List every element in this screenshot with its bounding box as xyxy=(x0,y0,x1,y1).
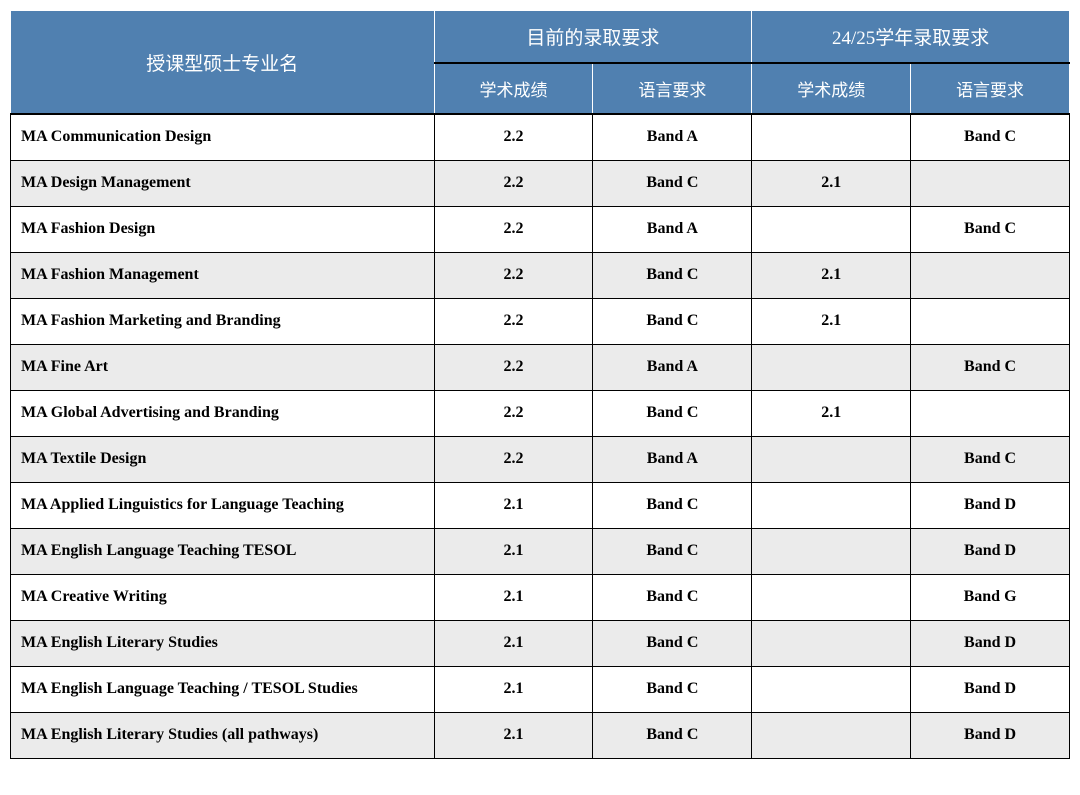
cell-new-academic xyxy=(752,206,911,252)
cell-current-language: Band C xyxy=(593,620,752,666)
table-row: MA English Literary Studies2.1Band C Band… xyxy=(11,620,1070,666)
cell-new-academic xyxy=(752,620,911,666)
table-row: MA Creative Writing2.1Band C Band G xyxy=(11,574,1070,620)
header-new-group: 24/25学年录取要求 xyxy=(752,11,1070,64)
table-row: MA Textile Design2.2Band A Band C xyxy=(11,436,1070,482)
cell-new-academic xyxy=(752,114,911,160)
cell-program: MA Textile Design xyxy=(11,436,435,482)
cell-new-language: Band D xyxy=(911,666,1070,712)
cell-current-academic: 2.2 xyxy=(434,344,593,390)
cell-new-academic xyxy=(752,666,911,712)
cell-program: MA English Language Teaching TESOL xyxy=(11,528,435,574)
cell-new-language xyxy=(911,298,1070,344)
cell-current-academic: 2.2 xyxy=(434,252,593,298)
cell-current-language: Band C xyxy=(593,390,752,436)
cell-current-language: Band C xyxy=(593,528,752,574)
cell-program: MA Fine Art xyxy=(11,344,435,390)
cell-program: MA Communication Design xyxy=(11,114,435,160)
cell-current-academic: 2.2 xyxy=(434,160,593,206)
cell-current-language: Band C xyxy=(593,666,752,712)
cell-current-academic: 2.2 xyxy=(434,114,593,160)
cell-new-language xyxy=(911,390,1070,436)
header-program: 授课型硕士专业名 xyxy=(11,11,435,115)
cell-current-academic: 2.1 xyxy=(434,712,593,758)
table-row: MA Fashion Marketing and Branding2.2Band… xyxy=(11,298,1070,344)
cell-new-language xyxy=(911,252,1070,298)
cell-program: MA Global Advertising and Branding xyxy=(11,390,435,436)
cell-current-language: Band A xyxy=(593,436,752,482)
cell-program: MA English Literary Studies xyxy=(11,620,435,666)
cell-new-academic xyxy=(752,482,911,528)
cell-program: MA English Language Teaching / TESOL Stu… xyxy=(11,666,435,712)
cell-new-language: Band D xyxy=(911,482,1070,528)
cell-new-language: Band D xyxy=(911,528,1070,574)
cell-current-academic: 2.1 xyxy=(434,666,593,712)
cell-new-language: Band C xyxy=(911,206,1070,252)
table-row: MA Communication Design2.2Band A Band C xyxy=(11,114,1070,160)
cell-program: MA Design Management xyxy=(11,160,435,206)
cell-new-academic xyxy=(752,712,911,758)
cell-current-language: Band C xyxy=(593,712,752,758)
cell-new-academic: 2.1 xyxy=(752,390,911,436)
cell-new-language: Band C xyxy=(911,114,1070,160)
table-row: MA English Language Teaching TESOL2.1Ban… xyxy=(11,528,1070,574)
cell-current-language: Band C xyxy=(593,574,752,620)
table-header: 授课型硕士专业名 目前的录取要求 24/25学年录取要求 学术成绩 语言要求 学… xyxy=(11,11,1070,115)
cell-current-academic: 2.1 xyxy=(434,574,593,620)
cell-current-academic: 2.2 xyxy=(434,390,593,436)
cell-current-academic: 2.1 xyxy=(434,620,593,666)
cell-new-academic: 2.1 xyxy=(752,298,911,344)
requirements-table: 授课型硕士专业名 目前的录取要求 24/25学年录取要求 学术成绩 语言要求 学… xyxy=(10,10,1070,759)
table-body: MA Communication Design2.2Band ABand CMA… xyxy=(11,114,1070,758)
table-row: MA Global Advertising and Branding2.2Ban… xyxy=(11,390,1070,436)
header-new-academic: 学术成绩 xyxy=(752,63,911,114)
cell-program: MA English Literary Studies (all pathway… xyxy=(11,712,435,758)
cell-program: MA Creative Writing xyxy=(11,574,435,620)
cell-current-academic: 2.2 xyxy=(434,298,593,344)
cell-current-language: Band A xyxy=(593,206,752,252)
cell-program: MA Fashion Design xyxy=(11,206,435,252)
cell-current-language: Band C xyxy=(593,160,752,206)
cell-program: MA Applied Linguistics for Language Teac… xyxy=(11,482,435,528)
header-new-language: 语言要求 xyxy=(911,63,1070,114)
table-row: MA English Language Teaching / TESOL Stu… xyxy=(11,666,1070,712)
cell-current-academic: 2.2 xyxy=(434,206,593,252)
cell-current-language: Band C xyxy=(593,252,752,298)
cell-current-academic: 2.1 xyxy=(434,482,593,528)
cell-program: MA Fashion Management xyxy=(11,252,435,298)
cell-new-language: Band C xyxy=(911,344,1070,390)
header-current-language: 语言要求 xyxy=(593,63,752,114)
header-current-academic: 学术成绩 xyxy=(434,63,593,114)
table-row: MA English Literary Studies (all pathway… xyxy=(11,712,1070,758)
cell-new-academic xyxy=(752,344,911,390)
header-row-1: 授课型硕士专业名 目前的录取要求 24/25学年录取要求 xyxy=(11,11,1070,64)
cell-new-academic xyxy=(752,574,911,620)
table-row: MA Fashion Management2.2Band C2.1 xyxy=(11,252,1070,298)
table-row: MA Design Management2.2Band C2.1 xyxy=(11,160,1070,206)
cell-current-language: Band C xyxy=(593,298,752,344)
cell-new-academic xyxy=(752,436,911,482)
table-row: MA Fine Art2.2Band A Band C xyxy=(11,344,1070,390)
cell-current-language: Band C xyxy=(593,482,752,528)
cell-current-language: Band A xyxy=(593,114,752,160)
cell-new-language: Band G xyxy=(911,574,1070,620)
cell-new-language: Band D xyxy=(911,620,1070,666)
table-row: MA Fashion Design2.2Band A Band C xyxy=(11,206,1070,252)
cell-current-academic: 2.1 xyxy=(434,528,593,574)
cell-new-academic: 2.1 xyxy=(752,252,911,298)
cell-program: MA Fashion Marketing and Branding xyxy=(11,298,435,344)
cell-new-language: Band D xyxy=(911,712,1070,758)
table-row: MA Applied Linguistics for Language Teac… xyxy=(11,482,1070,528)
cell-new-language: Band C xyxy=(911,436,1070,482)
header-current-group: 目前的录取要求 xyxy=(434,11,752,64)
cell-current-language: Band A xyxy=(593,344,752,390)
cell-new-academic: 2.1 xyxy=(752,160,911,206)
requirements-table-container: 授课型硕士专业名 目前的录取要求 24/25学年录取要求 学术成绩 语言要求 学… xyxy=(10,10,1070,759)
cell-new-academic xyxy=(752,528,911,574)
cell-current-academic: 2.2 xyxy=(434,436,593,482)
cell-new-language xyxy=(911,160,1070,206)
